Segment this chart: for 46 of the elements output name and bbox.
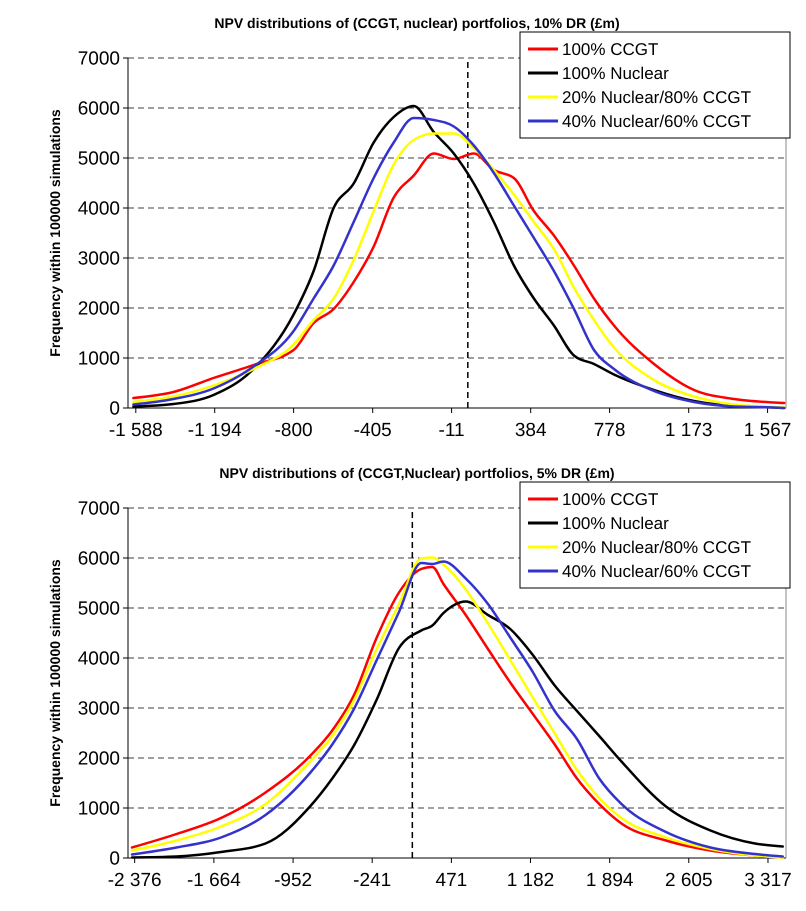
- x-tick-label: 1 894: [586, 870, 634, 891]
- y-tick-label: 4000: [78, 198, 120, 220]
- x-tick-label: -2 376: [108, 870, 162, 891]
- x-tick-label: 1 173: [664, 420, 712, 441]
- y-axis-title: Frequency within 100000 simulations: [47, 559, 63, 807]
- legend-label: 40% Nuclear/60% CCGT: [562, 562, 751, 581]
- y-tick-label: 3000: [78, 698, 120, 720]
- legend-label: 100% Nuclear: [562, 64, 670, 83]
- legend-label: 100% CCGT: [562, 490, 658, 509]
- x-tick-label: 384: [514, 420, 547, 441]
- legend-label: 20% Nuclear/80% CCGT: [562, 88, 751, 107]
- x-tick-label: 3 317: [744, 870, 792, 891]
- x-tick-label: -11: [438, 420, 465, 441]
- x-tick-label: -952: [274, 870, 312, 891]
- x-tick-label: -1 664: [186, 870, 242, 891]
- x-tick-label: -405: [354, 420, 392, 441]
- y-tick-label: 2000: [78, 298, 120, 320]
- y-tick-label: 5000: [78, 148, 120, 170]
- x-tick-label: 471: [436, 870, 468, 891]
- y-axis-title: Frequency within 100000 simulations: [47, 109, 63, 357]
- y-tick-label: 6000: [78, 98, 120, 120]
- y-tick-label: 4000: [78, 648, 120, 670]
- y-tick-label: 6000: [78, 548, 120, 570]
- x-tick-label: -1 194: [188, 420, 242, 441]
- y-tick-label: 1000: [78, 798, 120, 820]
- x-tick-label: -241: [353, 870, 392, 891]
- legend-label: 100% CCGT: [562, 40, 658, 59]
- y-tick-label: 7000: [78, 48, 120, 70]
- y-tick-label: 0: [109, 398, 120, 420]
- legend-label: 20% Nuclear/80% CCGT: [562, 538, 751, 557]
- y-tick-label: 0: [109, 848, 120, 870]
- y-tick-label: 3000: [78, 248, 120, 270]
- x-tick-label: -800: [274, 420, 313, 441]
- chart-title: NPV distributions of (CCGT, nuclear) portfolios, 10% DR (£m): [214, 15, 620, 31]
- chart-title: NPV distributions of (CCGT,Nuclear) portfolios, 5% DR (£m): [219, 465, 615, 481]
- y-tick-label: 1000: [78, 348, 120, 370]
- x-tick-label: 2 605: [665, 870, 713, 891]
- x-tick-label: -1 588: [108, 420, 163, 441]
- y-tick-label: 2000: [78, 748, 120, 770]
- y-tick-label: 7000: [78, 498, 120, 520]
- x-tick-label: 778: [594, 420, 626, 441]
- legend-label: 40% Nuclear/60% CCGT: [562, 112, 751, 131]
- y-tick-label: 5000: [78, 598, 120, 620]
- legend-label: 100% Nuclear: [562, 514, 670, 533]
- x-tick-label: 1 567: [744, 420, 792, 441]
- x-tick-label: 1 182: [506, 870, 554, 891]
